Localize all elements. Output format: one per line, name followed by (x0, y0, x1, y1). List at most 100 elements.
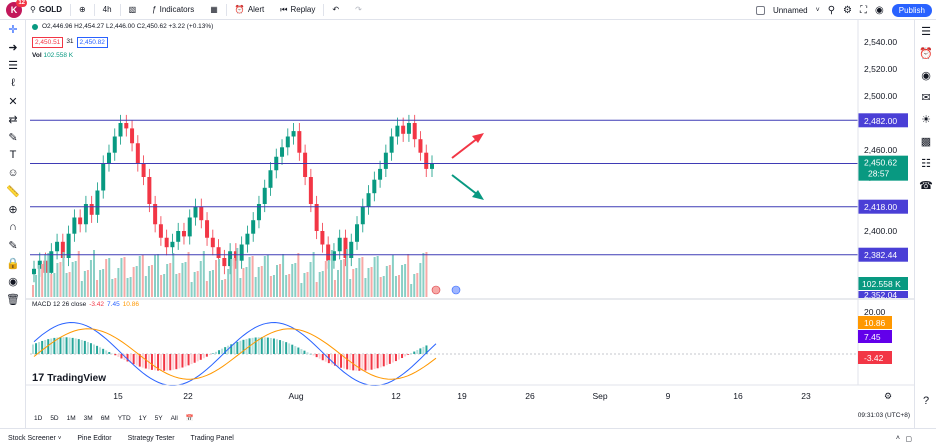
pitchfork-icon[interactable]: ℓ (11, 77, 15, 89)
volume-bar (50, 274, 53, 297)
macd-layer (30, 321, 858, 387)
emoji-icon[interactable]: ☺ (7, 167, 19, 179)
buy-price-button[interactable]: 2,450.82 (76, 37, 108, 48)
volume-bar (193, 272, 196, 297)
timezone-clock[interactable]: 09:31:03 (UTC+8) (857, 412, 910, 419)
layout-name[interactable]: Unnamed (772, 5, 808, 15)
quick-search-icon[interactable]: ⚲ (827, 4, 836, 16)
notifications-icon[interactable]: ☎ (919, 179, 933, 192)
macd-histogram-bar (32, 344, 34, 354)
camera-icon[interactable]: ◉ (875, 4, 884, 16)
macd-histogram-bar (215, 351, 217, 354)
trend-line-icon[interactable]: ➜ (8, 41, 18, 54)
layers-icon[interactable]: ▩ (920, 135, 932, 148)
templates-button[interactable]: ▦ (202, 0, 226, 20)
horizontal-lines-icon[interactable]: ☰ (8, 59, 18, 72)
volume-bar (285, 275, 288, 297)
gann-icon[interactable]: ✕ (8, 95, 18, 108)
candle-body (130, 128, 135, 144)
candle-body (193, 206, 198, 218)
tab-stock-screener[interactable]: Stock Screener ˅ (8, 435, 62, 442)
macd-histogram-bar (181, 354, 184, 368)
volume-bar (364, 278, 367, 297)
trash-icon[interactable]: 🗑 (6, 293, 20, 306)
tab-pine-editor[interactable]: Pine Editor (77, 435, 112, 442)
patterns-icon[interactable]: ⇄ (8, 113, 18, 126)
compare-button[interactable]: ⊕ (71, 0, 94, 20)
goto-date-icon[interactable]: 📅 (185, 415, 194, 422)
volume-bar (318, 272, 321, 297)
eye-icon[interactable]: ◉ (8, 275, 18, 288)
maximize-icon[interactable]: ▢ (905, 435, 912, 443)
time-tick-label: 9 (666, 391, 671, 401)
alerts-icon[interactable]: ⏰ (919, 47, 933, 60)
range-1m[interactable]: 1M (66, 414, 76, 422)
lock-icon[interactable]: 🔒 (6, 257, 20, 270)
range-1y[interactable]: 1Y (138, 414, 147, 422)
details-icon[interactable]: ◉ (921, 69, 931, 82)
tab-strategy-tester[interactable]: Strategy Tester (127, 435, 175, 442)
price-tick-label: 2,520.00 (864, 64, 897, 74)
undo-button[interactable]: ↶ (324, 0, 347, 20)
chevron-down-icon[interactable]: ˅ (815, 6, 820, 14)
volume-bar (239, 278, 242, 297)
range-5y[interactable]: 5Y (154, 414, 163, 422)
help-icon[interactable]: ? (922, 395, 930, 407)
user-avatar[interactable]: K 12 (6, 0, 27, 18)
sell-price-button[interactable]: 2,450.51 (32, 37, 64, 48)
watchlist-icon[interactable]: ☰ (921, 25, 931, 38)
symbol-search[interactable]: ⚲ GOLD (22, 0, 70, 20)
range-1d[interactable]: 1D (34, 414, 43, 422)
volume-bar (315, 282, 318, 297)
macd-histogram-bar (50, 338, 53, 354)
macd-histogram-bar (193, 354, 196, 363)
volume-legend: Vol 102.558 K (32, 52, 73, 59)
replay-button[interactable]: ⏮ Replay (280, 4, 316, 15)
candle-body (331, 251, 336, 261)
volume-bar (394, 276, 397, 297)
candle-body (268, 170, 273, 188)
alert-button[interactable]: ⏰ Alert (234, 5, 265, 14)
ruler-icon[interactable]: 📏 (6, 185, 20, 198)
chevron-up-icon[interactable]: ˄ (895, 435, 900, 442)
volume-value: 102.558 K (43, 52, 74, 59)
redo-button[interactable]: ↷ (347, 0, 370, 20)
range-5d[interactable]: 5D (50, 414, 59, 422)
crosshair-icon[interactable]: ✛ (8, 23, 18, 36)
settings-icon[interactable]: ⚙ (843, 4, 853, 16)
macd-histogram-bar (68, 337, 71, 354)
text-icon[interactable]: T (9, 149, 17, 161)
publish-button[interactable]: Publish (891, 3, 932, 17)
ideas-icon[interactable]: ☀ (921, 113, 931, 126)
lock-drawings-icon[interactable]: ✎ (8, 239, 18, 252)
macd-histogram-bar (178, 354, 181, 369)
brush-icon[interactable]: ✎ (8, 131, 18, 144)
range-6m[interactable]: 6M (100, 414, 110, 422)
candle-body (199, 206, 204, 221)
range-3m[interactable]: 3M (83, 414, 93, 422)
volume-bar (89, 260, 92, 297)
indicators-button[interactable]: ƒ Indicators (152, 5, 195, 14)
volume-bar (263, 256, 266, 297)
macd-histogram-bar (340, 354, 343, 368)
range-ytd[interactable]: YTD (117, 414, 131, 422)
macd-histogram-bar (266, 337, 269, 354)
tab-trading-panel[interactable]: Trading Panel (190, 435, 234, 442)
interval-button[interactable]: 4h (102, 5, 112, 14)
candle-body (147, 177, 152, 204)
zoom-in-icon[interactable]: ⊕ (8, 203, 18, 216)
chat-icon[interactable]: ✉ (921, 91, 931, 104)
calendar-icon[interactable]: ☷ (921, 157, 931, 170)
volume-bar (211, 270, 214, 297)
chart-type-button[interactable]: ▧ (121, 0, 145, 20)
range-all[interactable]: All (170, 414, 178, 422)
volume-bar (135, 266, 138, 297)
fullscreen-icon[interactable]: ⛶ (860, 4, 868, 16)
volume-layer (32, 248, 428, 297)
magnet-icon[interactable]: ∩ (9, 221, 17, 233)
volume-bar (117, 268, 120, 297)
plus-circle-icon: ⊕ (78, 5, 86, 14)
layout-icon[interactable] (755, 5, 765, 15)
candle-body (210, 237, 215, 248)
